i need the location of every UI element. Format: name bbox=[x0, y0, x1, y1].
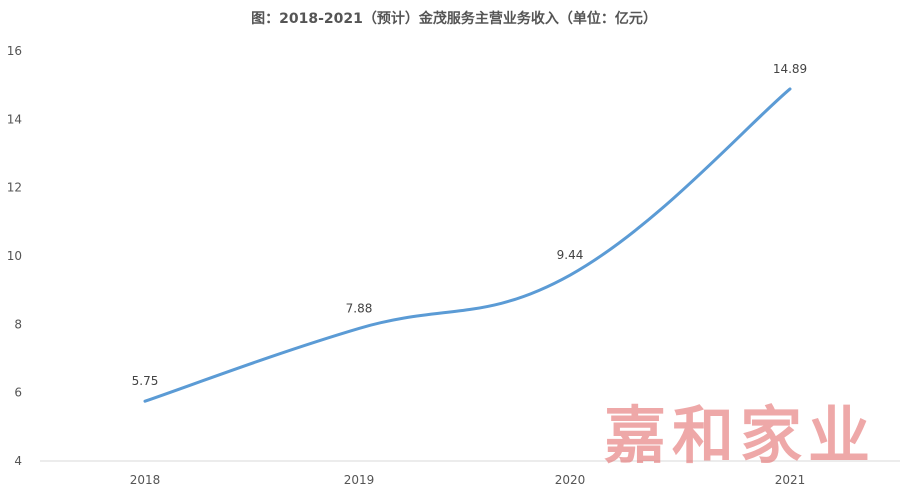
chart-title: 图：2018-2021（预计）金茂服务主营业务收入（单位：亿元） bbox=[251, 11, 657, 27]
data-label: 9.44 bbox=[557, 248, 584, 262]
y-tick-label: 12 bbox=[7, 181, 22, 195]
series-line bbox=[143, 87, 792, 403]
x-tick-label: 2018 bbox=[130, 473, 161, 487]
y-tick-label: 16 bbox=[7, 44, 22, 58]
data-label: 14.89 bbox=[773, 62, 807, 76]
x-tick-label: 2021 bbox=[775, 473, 806, 487]
data-label: 5.75 bbox=[132, 374, 159, 388]
data-label: 7.88 bbox=[346, 301, 373, 315]
watermark-logo: 嘉和家业 bbox=[603, 399, 876, 472]
y-tick-label: 4 bbox=[14, 454, 22, 468]
y-axis-ticks: 4 6 8 10 12 14 16 bbox=[7, 44, 22, 468]
y-tick-label: 10 bbox=[7, 249, 22, 263]
x-axis-ticks: 2018 2019 2020 2021 bbox=[130, 473, 806, 487]
y-tick-label: 6 bbox=[14, 386, 22, 400]
data-labels: 5.75 7.88 9.44 14.89 bbox=[132, 62, 808, 388]
y-tick-label: 14 bbox=[7, 112, 22, 126]
x-tick-label: 2019 bbox=[344, 473, 375, 487]
x-tick-label: 2020 bbox=[555, 473, 586, 487]
y-tick-label: 8 bbox=[14, 317, 22, 331]
